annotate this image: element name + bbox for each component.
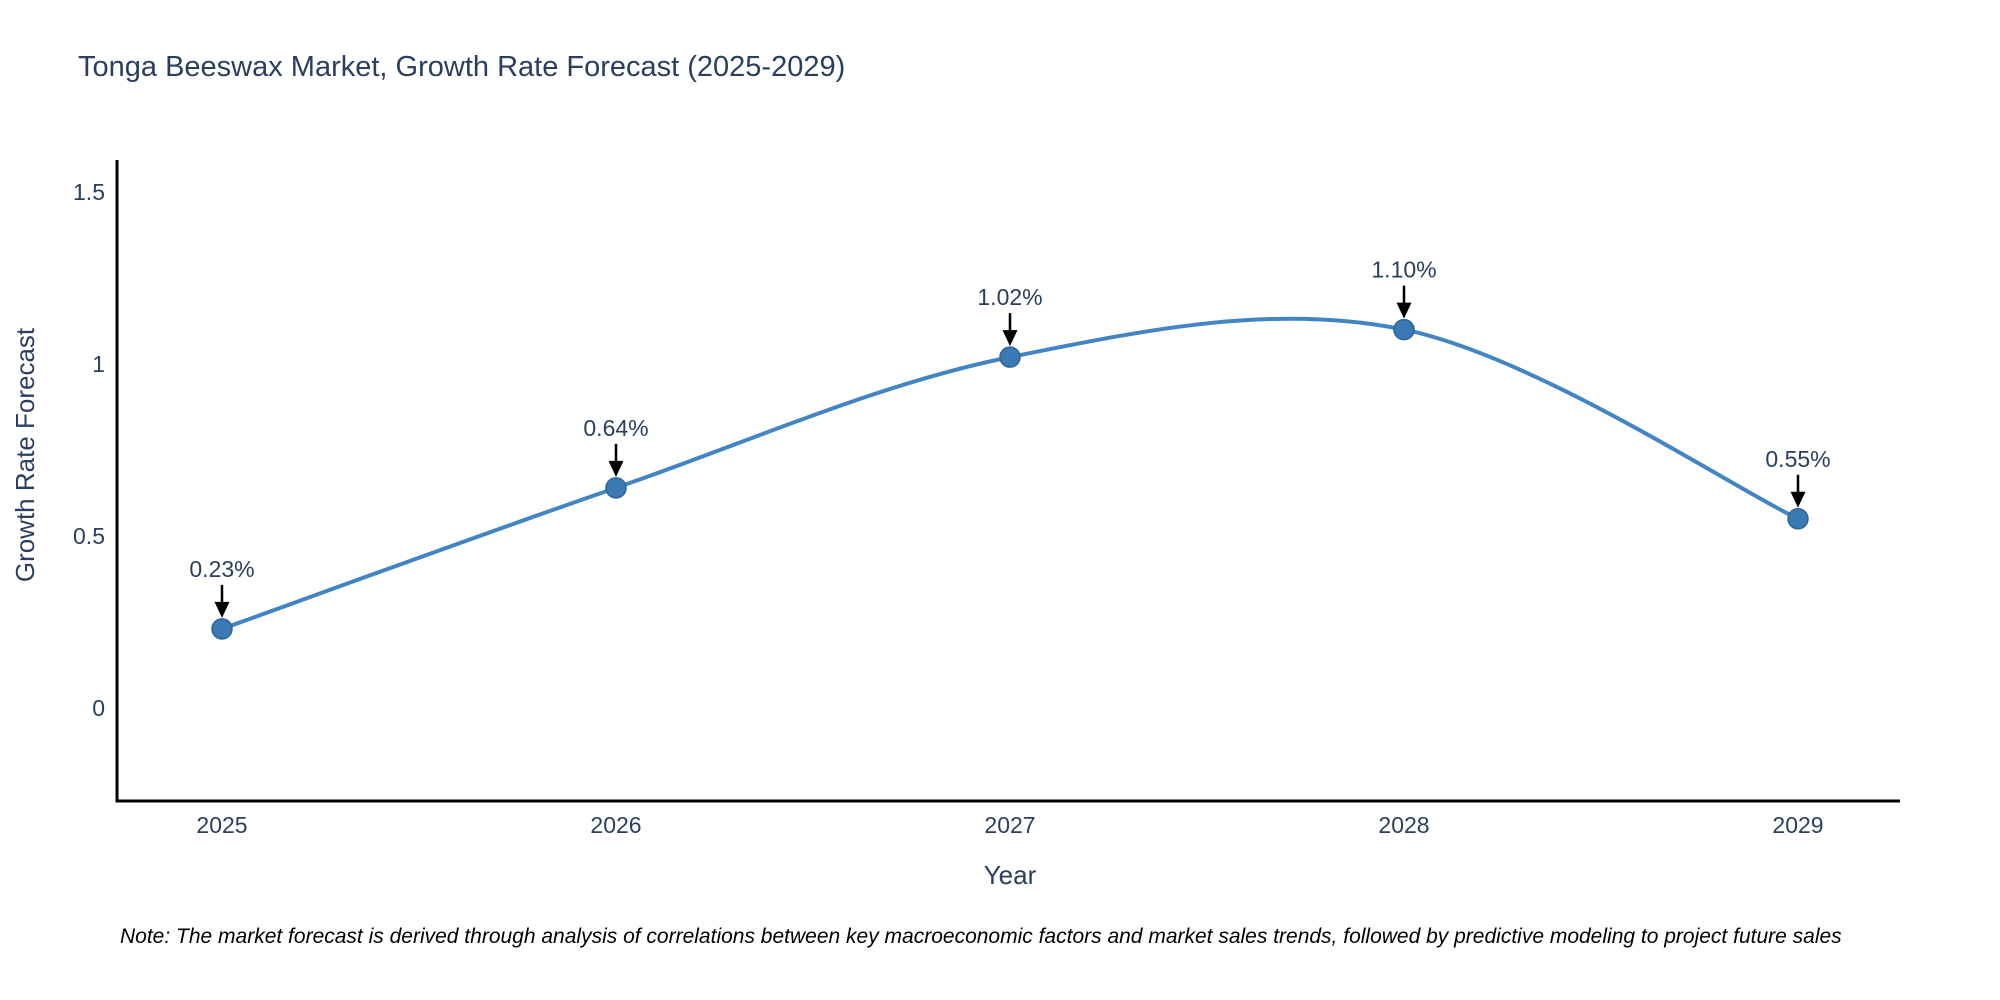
y-tick-label: 0.5 bbox=[73, 523, 105, 549]
data-point-marker bbox=[999, 346, 1021, 368]
x-axis-title: Year bbox=[984, 860, 1037, 890]
data-point-marker bbox=[605, 477, 627, 499]
annotation-label: 0.23% bbox=[189, 556, 254, 582]
data-point-marker bbox=[1787, 508, 1809, 530]
x-tick-label: 2026 bbox=[590, 812, 641, 838]
y-tick-label: 1 bbox=[92, 351, 105, 377]
data-point-marker bbox=[1393, 318, 1415, 341]
annotation-arrowhead bbox=[1002, 330, 1018, 347]
y-tick-label: 1.5 bbox=[73, 179, 105, 205]
annotation-arrowhead bbox=[1790, 491, 1806, 508]
y-axis-ticks: 0 0.5 1 1.5 bbox=[73, 179, 105, 721]
x-tick-label: 2029 bbox=[1772, 812, 1823, 838]
data-point-marker bbox=[211, 618, 233, 640]
forecast-series bbox=[211, 316, 1809, 640]
x-tick-label: 2025 bbox=[196, 812, 247, 838]
chart-title: Tonga Beeswax Market, Growth Rate Foreca… bbox=[78, 51, 845, 83]
x-tick-label: 2028 bbox=[1378, 812, 1429, 838]
footnote: Note: The market forecast is derived thr… bbox=[120, 925, 1842, 948]
annotation-label: 0.64% bbox=[583, 415, 648, 441]
y-tick-label: 0 bbox=[92, 695, 105, 721]
point-annotations: 0.23% 0.64% 1.02% 1.10% 0.55% bbox=[189, 257, 1831, 618]
annotation-label: 1.02% bbox=[977, 284, 1042, 310]
annotation-arrowhead bbox=[1396, 302, 1412, 319]
x-axis-ticks: 2025 2026 2027 2028 2029 bbox=[196, 812, 1823, 838]
annotation-arrowhead bbox=[608, 460, 624, 477]
annotation-arrowhead bbox=[214, 601, 230, 618]
annotation-label: 0.55% bbox=[1765, 446, 1830, 472]
annotation-label: 1.10% bbox=[1371, 257, 1436, 283]
y-axis-title: Growth Rate Forecast bbox=[10, 327, 40, 582]
x-tick-label: 2027 bbox=[984, 812, 1035, 838]
